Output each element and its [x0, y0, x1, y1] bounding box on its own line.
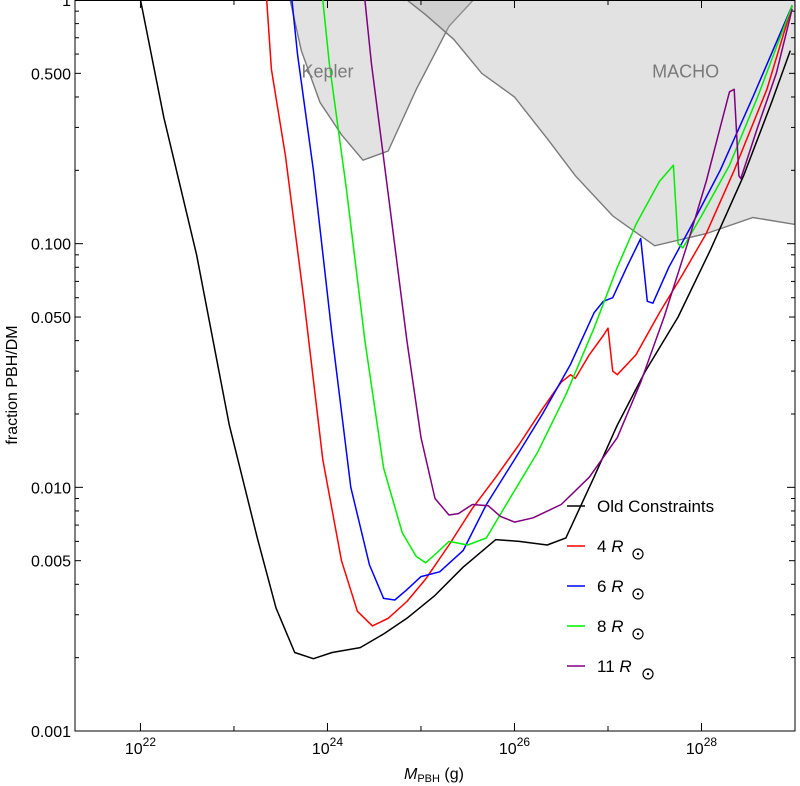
region-label-macho: MACHO	[652, 61, 719, 81]
y-tick-label: 0.001	[31, 724, 71, 741]
axes: 1 0.500 0.100 0.050 0.010 0.005 0.001 1022 1024 1…	[31, 0, 796, 758]
y-tick-label: 1	[62, 0, 71, 10]
x-tick-label: 1022	[125, 735, 156, 758]
legend-label-4: 11 R	[597, 657, 632, 676]
sun-symbol-dot	[636, 632, 640, 636]
region-label-kepler: Kepler	[301, 61, 353, 81]
legend-label-0: Old Constraints	[597, 497, 714, 516]
legend-label-1: 4 R	[597, 537, 623, 556]
legend-label-2: 6 R	[597, 577, 623, 596]
series-line-4	[364, 0, 793, 523]
sun-symbol-icon	[632, 588, 644, 600]
region-labels: Kepler MACHO	[301, 61, 719, 81]
plot-frame	[74, 0, 796, 732]
series-line-3	[322, 0, 793, 564]
y-tick-label: 0.010	[31, 480, 71, 497]
series-line-0	[139, 0, 792, 660]
region-kepler	[289, 0, 475, 162]
y-tick-label: 0.100	[31, 237, 71, 254]
y-axis-label: fraction PBH/DM	[4, 325, 21, 444]
sun-symbol-icon	[632, 548, 644, 560]
region-macho	[405, 0, 795, 247]
sun-symbol-dot	[636, 592, 640, 596]
y-tick-label: 0.005	[31, 554, 71, 571]
x-axis-label: MPBH (g)	[404, 766, 464, 785]
legend: Old Constraints 4 R 6 R 8 R 11 R	[567, 497, 714, 680]
constraint-curves	[139, 0, 793, 660]
y-tick-label: 0.500	[31, 66, 71, 83]
series-line-2	[291, 0, 793, 601]
sun-symbol-dot	[636, 552, 640, 556]
sun-symbol-dot	[646, 672, 650, 676]
x-tick-label: 1024	[312, 735, 343, 758]
sun-symbol-icon	[632, 628, 644, 640]
y-tick-label: 0.050	[31, 310, 71, 327]
excluded-regions	[289, 0, 795, 247]
series-line-1	[265, 0, 793, 627]
legend-label-3: 8 R	[597, 617, 623, 636]
sun-symbol-icon	[642, 668, 654, 680]
x-tick-label: 1028	[686, 735, 717, 758]
x-tick-label: 1026	[499, 735, 530, 758]
